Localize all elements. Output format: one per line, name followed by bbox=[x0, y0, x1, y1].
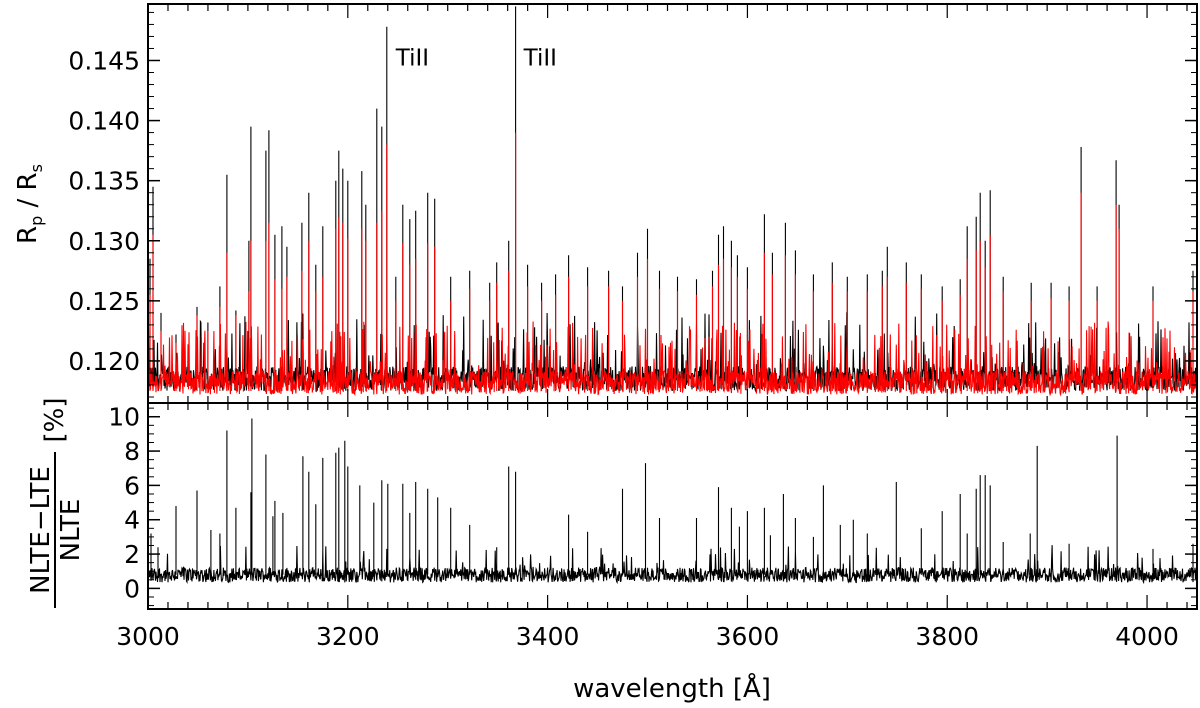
x-tick-label: 3800 bbox=[915, 622, 979, 651]
top-ylabel-r: R bbox=[13, 226, 43, 244]
top-y-tick-label: 0.125 bbox=[68, 287, 140, 316]
top-plot-area bbox=[148, 6, 1197, 397]
bottom-ylabel-numerator: NLTE−LTE bbox=[26, 466, 56, 594]
relative-difference-series bbox=[148, 418, 1197, 585]
top-ylabel-divider: / R bbox=[13, 172, 43, 215]
top-y-tick-label: 0.145 bbox=[68, 46, 140, 75]
x-axis-title: wavelength [Å] bbox=[573, 672, 771, 704]
top-ylabel-sub-p: p bbox=[27, 216, 46, 226]
x-tick-label: 4000 bbox=[1115, 622, 1179, 651]
x-tick-label: 3600 bbox=[716, 622, 780, 651]
bottom-y-tick-label: 2 bbox=[124, 540, 140, 569]
top-y-tick-label: 0.135 bbox=[68, 167, 140, 196]
top-panel: TiII TiII 0.1200.1250.1300.1350.1400.145 … bbox=[13, 3, 1198, 404]
top-y-tick-label: 0.140 bbox=[68, 107, 140, 136]
bottom-y-tick-label: 8 bbox=[124, 437, 140, 466]
bottom-y-tick-label: 0 bbox=[124, 574, 140, 603]
bottom-y-tick-label: 4 bbox=[124, 506, 140, 535]
lte-transmission-series bbox=[148, 132, 1197, 397]
bottom-y-axis-title: NLTE−LTE NLTE [%] bbox=[26, 398, 86, 608]
top-ylabel-sub-s: s bbox=[27, 164, 46, 172]
top-y-tick-label: 0.130 bbox=[68, 227, 140, 256]
top-y-tick-label: 0.120 bbox=[68, 347, 140, 376]
top-y-axis-title: Rp / Rs bbox=[13, 164, 46, 244]
x-tick-label: 3400 bbox=[516, 622, 580, 651]
bottom-y-tick-label: 6 bbox=[124, 471, 140, 500]
bottom-y-tick-label: 10 bbox=[108, 403, 140, 432]
tiii-line-annotation: TiII bbox=[523, 45, 557, 71]
tiii-line-annotation: TiII bbox=[395, 45, 429, 71]
x-tick-label: 3200 bbox=[316, 622, 380, 651]
bottom-plot-area bbox=[148, 418, 1197, 585]
bottom-panel: 0 2 4 6 8 10 3000 3200 3400 3600 3800 4000 NLTE−LT… bbox=[26, 398, 1198, 704]
x-tick-label: 3000 bbox=[116, 622, 180, 651]
nlte-transmission-series bbox=[148, 6, 1197, 393]
bottom-ylabel-denominator: NLTE bbox=[56, 499, 86, 562]
bottom-ylabel-unit: [%] bbox=[40, 398, 70, 443]
bottom-panel-frame bbox=[147, 402, 1198, 610]
